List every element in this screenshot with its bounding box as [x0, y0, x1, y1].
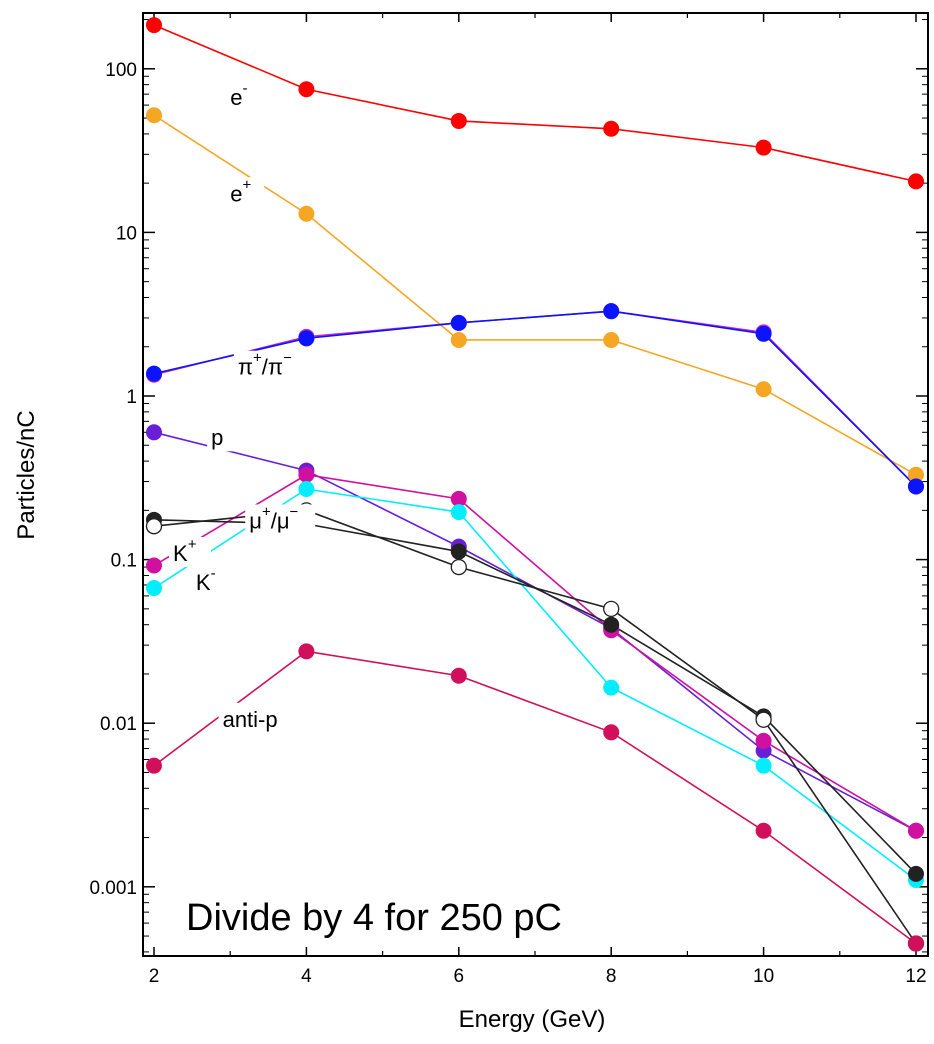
x-tick-label: 10 — [753, 966, 774, 987]
series-label-text: p — [211, 425, 223, 450]
series-label-text: e- — [230, 80, 247, 110]
data-point — [603, 679, 620, 696]
data-point — [603, 616, 620, 633]
data-point — [298, 481, 315, 498]
data-point — [450, 543, 467, 560]
series-label-bg — [207, 421, 238, 452]
series-label-bg — [226, 81, 265, 112]
data-point — [298, 330, 315, 347]
data-point — [450, 331, 467, 348]
data-point — [146, 424, 162, 441]
y-tick-label: 100 — [105, 60, 137, 81]
data-point — [603, 331, 620, 348]
data-point — [146, 107, 162, 124]
data-point — [146, 580, 162, 597]
data-point — [146, 757, 162, 774]
data-point — [145, 518, 163, 535]
series-label: K- — [191, 565, 232, 597]
series-label-text: π+/π− — [238, 350, 292, 380]
data-point — [755, 732, 772, 749]
data-point — [908, 173, 924, 190]
series-label-bg — [233, 350, 302, 381]
y-tick-label: 0.1 — [111, 551, 137, 572]
data-point — [603, 724, 620, 741]
series-labels: e-e+ π+/π− p μ+/μ− K+K-anti-p — [169, 80, 316, 733]
data-point — [908, 822, 924, 839]
series-line-1 — [153, 24, 917, 183]
series-label-text: e+ — [230, 176, 251, 206]
x-tick-label: 4 — [301, 966, 312, 987]
series-line-5 — [153, 431, 917, 832]
data-point — [755, 139, 772, 156]
y-tick-label: 1 — [126, 387, 137, 408]
series-label-text: K+ — [173, 536, 197, 566]
y-tick-label: 0.001 — [89, 878, 137, 899]
x-tick-label: 2 — [149, 966, 160, 987]
series-label: anti-p — [218, 702, 293, 733]
data-point — [755, 325, 772, 342]
data-point — [755, 822, 772, 839]
series-label-text: anti-p — [223, 707, 278, 732]
series-label: e+ — [226, 176, 265, 208]
y-axis-title: Particles/nC — [13, 410, 40, 539]
data-point — [146, 17, 162, 34]
series-label: K+ — [169, 536, 212, 568]
data-point — [450, 504, 467, 521]
series-label-text: μ+/μ− — [249, 503, 298, 533]
series-lines — [153, 24, 917, 945]
series-label-bg — [245, 504, 316, 535]
series-line-10 — [153, 650, 917, 945]
series-line-3 — [153, 310, 917, 488]
series-label-bg — [169, 537, 212, 568]
axis-ticks: 2 4 6 8 10 12 0.001 0.01 0.1 1 10 100 — [89, 13, 928, 987]
data-point — [298, 81, 315, 98]
data-point — [146, 365, 162, 382]
series-label-bg — [226, 177, 265, 208]
series-label: μ+/μ− — [245, 503, 316, 535]
series-label-bg — [218, 702, 293, 733]
x-tick-label: 6 — [454, 966, 465, 987]
series-label: π+/π− — [233, 350, 302, 381]
annotation-note: Divide by 4 for 250 pC — [186, 897, 562, 939]
data-point — [603, 120, 620, 137]
series-line-4 — [153, 310, 917, 488]
data-point — [755, 711, 772, 728]
data-point — [298, 466, 315, 483]
data-point — [603, 303, 620, 320]
data-point — [755, 381, 772, 398]
data-point — [450, 667, 467, 684]
series-label: p — [207, 421, 238, 452]
data-point — [450, 314, 467, 331]
data-point — [298, 643, 315, 660]
data-point — [755, 757, 772, 774]
series-label-bg — [191, 566, 232, 597]
series-label: e- — [226, 80, 265, 112]
data-point — [146, 557, 162, 574]
x-axis-title: Energy (GeV) — [459, 1006, 606, 1033]
data-point — [450, 490, 467, 507]
data-point — [450, 558, 467, 576]
data-point — [908, 865, 924, 882]
data-point — [603, 600, 620, 617]
plot-frame — [142, 12, 929, 957]
data-point — [908, 935, 924, 952]
series-line-7 — [153, 488, 917, 881]
x-tick-label: 8 — [606, 966, 617, 987]
data-point — [298, 205, 315, 222]
y-tick-label: 10 — [116, 223, 137, 244]
data-point — [450, 112, 467, 129]
y-tick-label: 0.01 — [100, 714, 137, 735]
x-tick-label: 12 — [905, 966, 926, 987]
series-line-2 — [153, 114, 917, 476]
series-label-text: K- — [196, 565, 216, 595]
data-point — [908, 478, 924, 495]
series-line-8 — [153, 519, 917, 875]
plot-border — [142, 12, 929, 957]
